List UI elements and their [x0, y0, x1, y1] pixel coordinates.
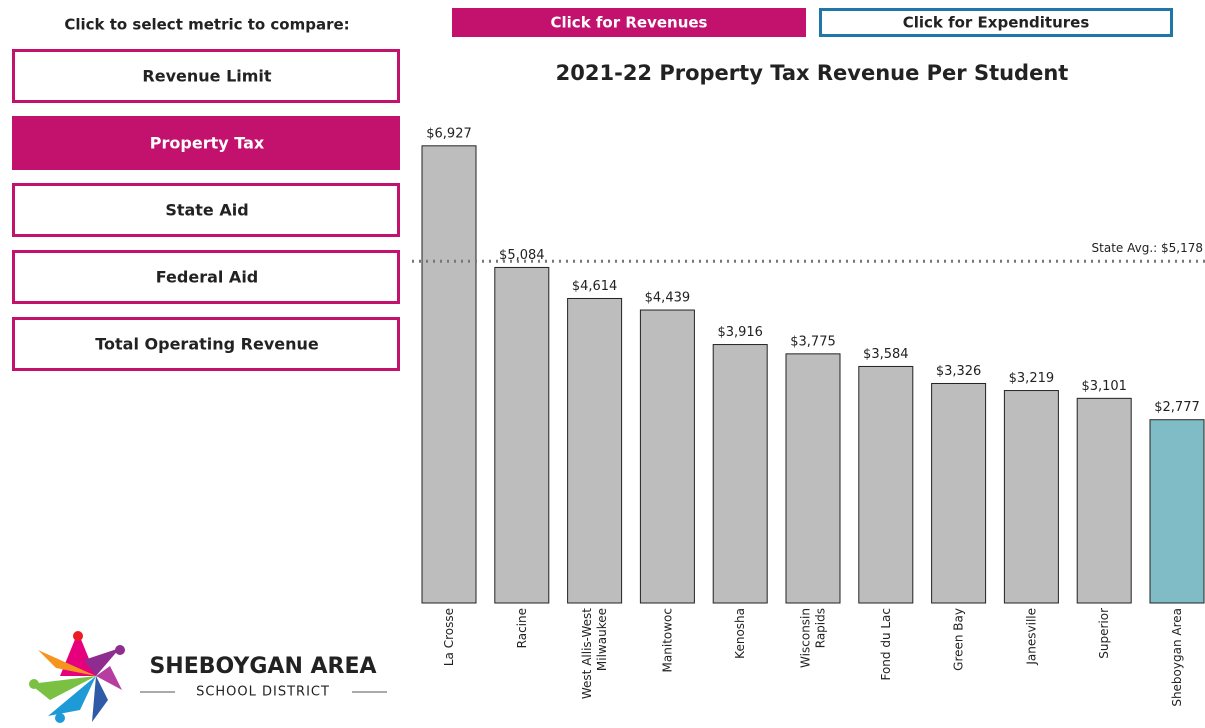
value-label: $3,916 [717, 325, 763, 340]
metric-bg [12, 116, 400, 170]
metric-label: Federal Aid [156, 268, 259, 287]
bar [1076, 397, 1132, 604]
bar [567, 297, 623, 604]
x-tick-label: Sheboygan Area [1170, 608, 1184, 707]
metric-button[interactable]: State Aid [12, 183, 400, 237]
metric-label: State Aid [165, 201, 248, 220]
bar [1003, 390, 1059, 604]
x-tick-label: La Crosse [442, 608, 456, 666]
logo-subtitle: SCHOOL DISTRICT [196, 685, 330, 700]
value-label: $4,439 [645, 291, 691, 306]
x-tick-label: Fond du Lac [878, 608, 892, 681]
value-label: $3,219 [1009, 371, 1055, 386]
metric-label: Revenue Limit [142, 67, 271, 86]
tab-button[interactable]: Click for Expenditures [819, 8, 1173, 37]
logo-name: SHEBOYGAN AREA [149, 654, 376, 679]
metric-label: Property Tax [150, 134, 265, 153]
value-label: $3,775 [790, 334, 836, 349]
value-label: $3,326 [936, 364, 982, 379]
bar [639, 309, 695, 604]
reference-label: State Avg.: $5,178 [1092, 241, 1203, 255]
bar [785, 353, 841, 604]
logo [29, 631, 387, 723]
bar [1149, 419, 1205, 604]
bar [494, 266, 550, 604]
metric-bg [12, 250, 400, 304]
x-tick-label: Kenosha [733, 608, 747, 659]
x-tick-label: Superior [1097, 608, 1111, 659]
metric-bg [12, 317, 400, 371]
metric-bg [12, 49, 400, 103]
x-tick-label: Green Bay [951, 608, 965, 671]
tab-label: Click for Revenues [551, 14, 708, 32]
value-label: $5,084 [499, 248, 545, 263]
value-label: $6,927 [426, 126, 472, 141]
bar [421, 145, 477, 604]
value-label: $4,614 [572, 279, 618, 294]
chart-title: 2021-22 Property Tax Revenue Per Student [556, 61, 1069, 85]
metric-button[interactable]: Federal Aid [12, 250, 400, 304]
x-tick-label: Janesville [1024, 608, 1038, 666]
tab-label: Click for Expenditures [903, 14, 1090, 32]
bar [712, 344, 768, 604]
value-label: $3,101 [1081, 379, 1127, 394]
prompt: Click to select metric to compare: [64, 16, 349, 34]
metric-button[interactable]: Property Tax [12, 116, 400, 170]
metric-label: Total Operating Revenue [95, 335, 319, 354]
tab-bg [452, 8, 806, 37]
bar [931, 382, 987, 604]
x-tick-label: Manitowoc [660, 608, 674, 672]
metric-button[interactable]: Total Operating Revenue [12, 317, 400, 371]
tab-bg [819, 8, 1173, 37]
value-label: $3,584 [863, 347, 909, 362]
x-tick-label: West Allis-WestMilwaukee [580, 608, 609, 699]
tab-button[interactable]: Click for Revenues [452, 8, 806, 37]
metric-button[interactable]: Revenue Limit [12, 49, 400, 103]
x-tick-label: WisconsinRapids [798, 608, 827, 668]
value-label: $2,777 [1154, 400, 1200, 415]
bar [858, 365, 914, 604]
metric-bg [12, 183, 400, 237]
x-tick-label: Racine [514, 608, 528, 648]
